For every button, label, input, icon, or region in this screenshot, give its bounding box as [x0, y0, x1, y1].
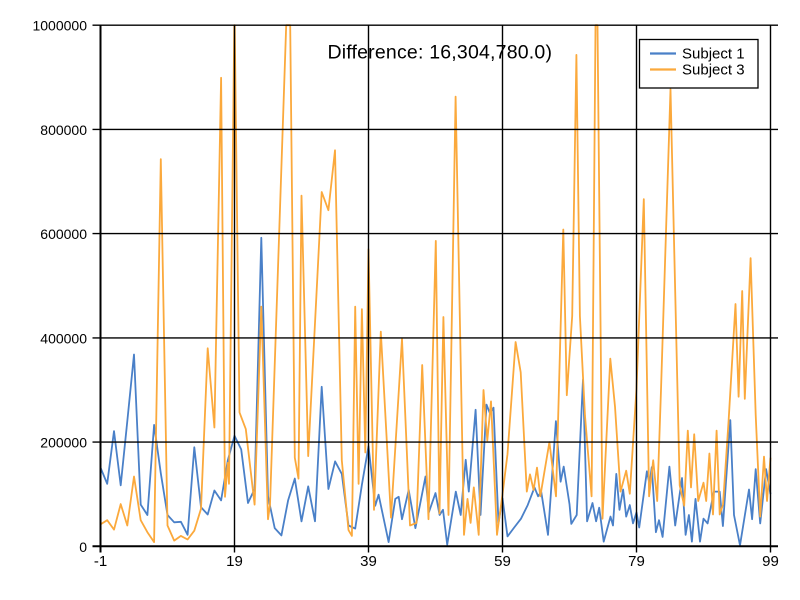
svg-text:800000: 800000	[40, 122, 87, 138]
svg-text:39: 39	[360, 553, 377, 570]
svg-text:Subject 1: Subject 1	[682, 46, 745, 63]
svg-text:59: 59	[494, 553, 511, 570]
svg-text:19: 19	[226, 553, 243, 570]
svg-text:400000: 400000	[40, 330, 87, 346]
svg-text:79: 79	[628, 553, 645, 570]
svg-text:0: 0	[79, 539, 87, 555]
svg-text:Subject 3: Subject 3	[682, 62, 745, 79]
svg-text:600000: 600000	[40, 226, 87, 242]
svg-text:200000: 200000	[40, 435, 87, 451]
svg-text:1000000: 1000000	[32, 18, 87, 34]
svg-text:-1: -1	[94, 553, 107, 570]
svg-text:99: 99	[762, 553, 779, 570]
svg-text:Difference: 16,304,780.0): Difference: 16,304,780.0)	[327, 42, 552, 64]
